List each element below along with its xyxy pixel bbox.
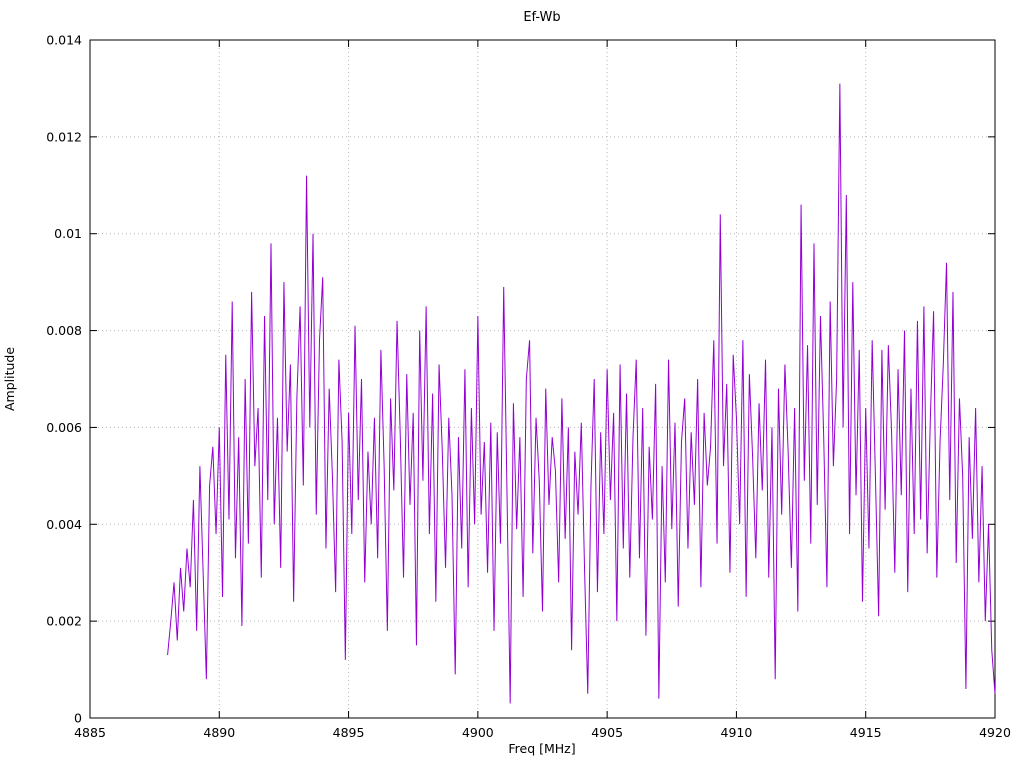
tick-labels: 4885 4890 4895 4900 4905 4910 4915 4920 0 0.002 0.… (46, 33, 1011, 741)
y-axis-label: Amplitude (2, 347, 17, 411)
x-tick-label: 4885 (74, 725, 106, 740)
y-tick-label: 0.008 (46, 323, 82, 338)
x-tick-label: 4895 (333, 725, 365, 740)
y-tick-label: 0.006 (46, 420, 82, 435)
x-tick-label: 4915 (850, 725, 882, 740)
y-tick-label: 0.012 (46, 129, 82, 144)
y-tick-label: 0.014 (46, 33, 82, 48)
x-tick-label: 4900 (462, 725, 494, 740)
x-tick-label: 4890 (203, 725, 235, 740)
chart-title: Ef-Wb (523, 10, 560, 25)
x-tick-label: 4920 (979, 725, 1011, 740)
x-axis-label: Freq [MHz] (508, 741, 575, 756)
plot-border (89, 39, 996, 719)
y-tick-label: 0 (74, 711, 82, 726)
y-tick-label: 0.01 (54, 226, 82, 241)
axis-ticks (89, 39, 996, 719)
y-tick-label: 0.002 (46, 614, 82, 629)
y-tick-label: 0.004 (46, 517, 82, 532)
x-tick-label: 4910 (721, 725, 753, 740)
x-tick-label: 4905 (591, 725, 623, 740)
series-line-ef-wb (167, 83, 996, 704)
